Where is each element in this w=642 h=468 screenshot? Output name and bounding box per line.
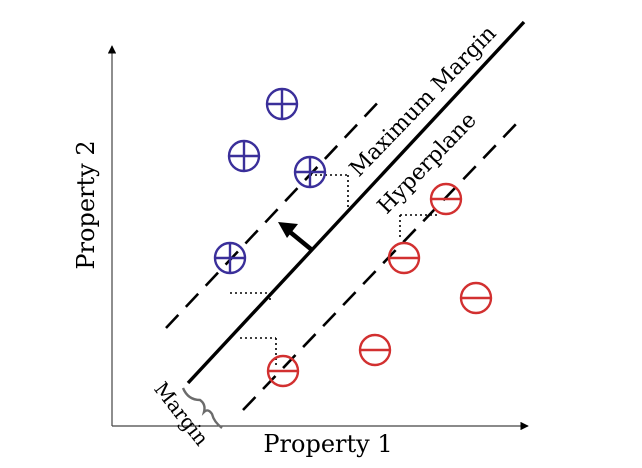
x-axis-label: Property 1 [263, 430, 392, 458]
positive-point [227, 139, 261, 173]
positive-support-vector [213, 241, 247, 275]
negative-support-vector [429, 182, 463, 216]
margin-brace [181, 387, 223, 429]
negative-point [358, 333, 392, 367]
margin-label: Margin [149, 377, 214, 450]
positive-point [265, 87, 299, 121]
normal-vector-arrow [278, 222, 314, 252]
upper-margin-boundary [165, 95, 385, 329]
hyperplane-line [186, 20, 526, 385]
y-axis-label: Property 2 [72, 140, 100, 269]
negative-class [266, 182, 493, 388]
lower-margin-boundary [242, 121, 519, 411]
negative-point [387, 241, 421, 275]
positive-support-vector [293, 155, 327, 189]
negative-support-vector [266, 354, 300, 388]
positive-class [213, 87, 327, 275]
negative-point [459, 281, 493, 315]
support-vector-distances [230, 174, 438, 368]
